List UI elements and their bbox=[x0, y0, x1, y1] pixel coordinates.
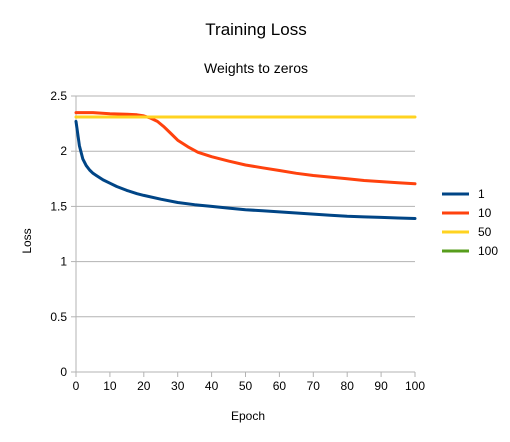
y-tick-label: 0 bbox=[60, 365, 67, 379]
axes bbox=[71, 95, 416, 377]
x-tick-label: 60 bbox=[273, 379, 287, 393]
x-tick-label: 70 bbox=[307, 379, 321, 393]
x-tick-label: 10 bbox=[103, 379, 117, 393]
y-tick-labels: 0 0.5 1 1.5 2 2.5 bbox=[50, 89, 67, 379]
y-tick-label: 2.5 bbox=[50, 89, 67, 103]
x-axis-label: Epoch bbox=[231, 409, 265, 423]
x-tick-label: 20 bbox=[137, 379, 151, 393]
y-tick-label: 2 bbox=[60, 144, 67, 158]
x-tick-labels: 0 10 20 30 40 50 60 70 80 90 100 bbox=[73, 379, 426, 393]
series-line-10 bbox=[74, 111, 417, 186]
legend-label-10: 10 bbox=[478, 206, 492, 220]
y-axis-label: Loss bbox=[20, 228, 34, 253]
y-tick-label: 1.5 bbox=[50, 199, 67, 213]
chart-subtitle: Weights to zeros bbox=[204, 60, 308, 76]
y-tick-label: 0.5 bbox=[50, 310, 67, 324]
x-tick-label: 0 bbox=[73, 379, 80, 393]
legend-label-1: 1 bbox=[478, 187, 485, 201]
x-tick-label: 80 bbox=[341, 379, 355, 393]
legend: 1 10 50 100 bbox=[442, 187, 498, 258]
y-tick-label: 1 bbox=[60, 255, 67, 269]
x-tick-label: 50 bbox=[239, 379, 253, 393]
chart-title: Training Loss bbox=[205, 20, 306, 39]
x-tick-label: 100 bbox=[405, 379, 425, 393]
series-lines bbox=[74, 111, 417, 220]
x-tick-label: 30 bbox=[171, 379, 185, 393]
x-tick-label: 90 bbox=[374, 379, 388, 393]
x-tick-label: 40 bbox=[205, 379, 219, 393]
legend-label-50: 50 bbox=[478, 225, 492, 239]
gridlines bbox=[76, 95, 415, 318]
legend-label-100: 100 bbox=[478, 244, 498, 258]
series-line-1 bbox=[74, 119, 417, 220]
